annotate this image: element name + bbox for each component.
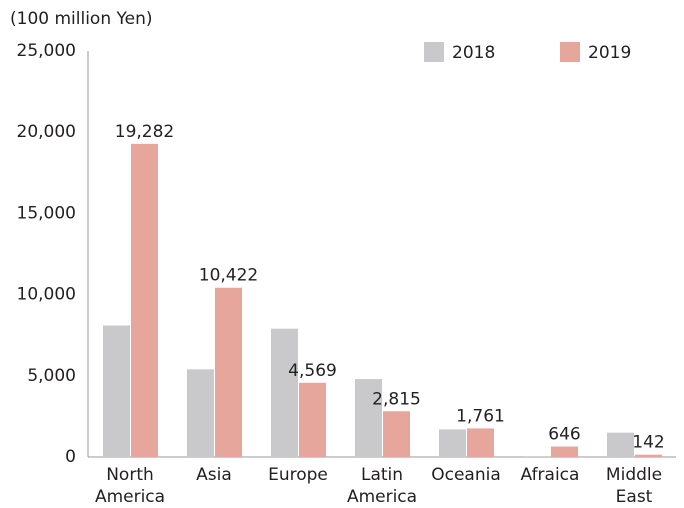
bar xyxy=(103,325,130,457)
legend-label: 2019 xyxy=(588,43,631,63)
bar xyxy=(523,456,550,457)
legend-swatch xyxy=(424,42,444,62)
data-label: 4,569 xyxy=(288,361,337,381)
y-tick-label: 25,000 xyxy=(17,41,76,61)
bar xyxy=(271,328,298,457)
data-label: 646 xyxy=(548,425,580,445)
bar xyxy=(439,429,466,457)
data-label: 19,282 xyxy=(115,122,174,142)
bar xyxy=(467,428,494,457)
x-tick-label: Latin America xyxy=(347,465,417,507)
legend-label: 2018 xyxy=(452,43,495,63)
bar xyxy=(607,432,634,457)
bar xyxy=(131,143,158,457)
bar xyxy=(215,287,242,457)
y-tick-label: 15,000 xyxy=(17,203,76,223)
y-axis-label: (100 million Yen) xyxy=(10,9,153,29)
bar xyxy=(635,454,662,457)
bar xyxy=(355,379,382,457)
y-tick-label: 5,000 xyxy=(27,366,76,386)
data-label: 142 xyxy=(632,433,664,453)
x-tick-label: Europe xyxy=(268,465,328,485)
bar xyxy=(383,411,410,457)
data-label: 1,761 xyxy=(456,406,505,426)
bar xyxy=(299,382,326,457)
bar xyxy=(551,446,578,457)
y-tick-label: 20,000 xyxy=(17,122,76,142)
data-label: 2,815 xyxy=(372,389,421,409)
y-tick-label: 10,000 xyxy=(17,285,76,305)
x-tick-label: Oceania xyxy=(431,465,501,485)
x-tick-label: Asia xyxy=(196,465,232,485)
y-tick-label: 0 xyxy=(65,447,76,467)
bar xyxy=(187,369,214,457)
x-tick-label: North America xyxy=(95,465,165,507)
x-tick-label: Afraica xyxy=(521,465,580,485)
data-label: 10,422 xyxy=(199,266,258,286)
legend-swatch xyxy=(560,42,580,62)
x-tick-label: Middle East xyxy=(606,465,662,507)
